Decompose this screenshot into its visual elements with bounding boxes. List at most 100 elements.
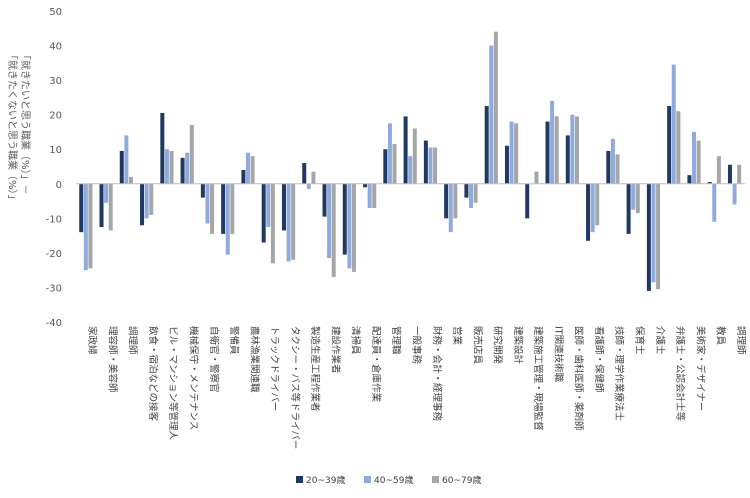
bar-2-17 xyxy=(408,156,413,184)
bar-3-13 xyxy=(331,183,336,278)
bar-2-16 xyxy=(387,123,392,184)
y-tick-label: -40 xyxy=(46,318,62,329)
y-tick-label: 0 xyxy=(56,180,62,191)
bar-3-15 xyxy=(372,183,377,208)
bar-3-32 xyxy=(716,156,721,184)
bar-2-14 xyxy=(347,183,352,269)
bar-2-21 xyxy=(489,45,494,184)
x-category-label: 保育士 xyxy=(634,326,646,355)
x-category-label: 自衛官・警察官 xyxy=(208,326,220,393)
bar-1-6 xyxy=(180,157,185,184)
x-category-label: 介護士 xyxy=(654,326,666,355)
bar-1-19 xyxy=(444,183,449,219)
y-tick-label: 30 xyxy=(49,76,62,87)
bar-1-18 xyxy=(423,140,428,184)
bar-2-3 xyxy=(124,135,129,184)
bar-2-13 xyxy=(327,183,332,259)
bar-2-24 xyxy=(550,100,555,184)
bar-1-7 xyxy=(200,183,205,198)
bar-2-6 xyxy=(185,152,190,184)
bar-2-18 xyxy=(428,147,433,184)
bar-2-1 xyxy=(83,183,88,271)
x-category-label: 弁護士・公認会計士等 xyxy=(674,326,686,422)
legend-swatch-3 xyxy=(432,476,439,483)
legend-label-1: 20~39歳 xyxy=(306,474,345,486)
bars xyxy=(79,31,742,291)
bar-2-33 xyxy=(732,183,737,205)
bar-2-26 xyxy=(590,183,595,233)
bar-2-9 xyxy=(246,152,251,184)
bar-2-8 xyxy=(225,183,230,255)
bar-3-4 xyxy=(149,183,154,215)
bar-3-24 xyxy=(554,116,559,184)
bar-1-31 xyxy=(687,175,692,184)
x-category-label: 製造生産工程作業者 xyxy=(309,326,321,412)
x-category-label: 建設作業者 xyxy=(329,326,341,374)
bar-1-23 xyxy=(525,183,530,219)
bar-2-22 xyxy=(509,121,514,184)
bar-1-12 xyxy=(302,163,307,184)
x-category-label: 飲食・宿泊などの接客 xyxy=(147,326,159,422)
x-category-label: 機械保守・メンテナンス xyxy=(188,326,200,430)
bar-1-14 xyxy=(342,183,347,255)
bar-1-11 xyxy=(281,183,286,231)
bar-2-29 xyxy=(651,183,656,283)
bar-3-31 xyxy=(696,140,701,184)
bar-1-24 xyxy=(545,121,550,184)
bar-2-27 xyxy=(610,138,615,184)
x-category-label: 看護師・保健師 xyxy=(593,326,605,393)
bar-1-4 xyxy=(140,183,145,226)
x-category-label: 農林漁業関連職 xyxy=(248,326,260,393)
bar-2-25 xyxy=(570,114,575,184)
legend-label-2: 40~59歳 xyxy=(374,474,413,486)
x-category-label: 技師・理学作業療法士 xyxy=(613,326,625,422)
bar-2-31 xyxy=(692,131,697,184)
bar-1-26 xyxy=(586,183,591,241)
bar-1-17 xyxy=(403,116,408,184)
x-category-label: 建築施工管理・現場監督 xyxy=(532,326,544,431)
bar-1-21 xyxy=(484,106,489,184)
y-tick-label: 20 xyxy=(49,111,62,122)
y-tick-label: -30 xyxy=(46,283,62,294)
y-axis-title-line-2: 「就きたくないと思う職業（%）」 xyxy=(6,50,19,205)
x-category-label: 研究開発 xyxy=(492,326,504,365)
bar-3-16 xyxy=(392,144,397,184)
bar-3-1 xyxy=(88,183,93,269)
bar-1-27 xyxy=(606,150,611,184)
bar-3-28 xyxy=(635,183,640,214)
bar-3-14 xyxy=(351,183,356,272)
y-axis-ticks: 50 40 30 20 10 0 -10 -20 -30 -40 xyxy=(46,7,62,329)
x-category-label: 理容師・美容師 xyxy=(106,326,118,393)
bar-3-33 xyxy=(737,164,742,184)
legend-swatch-2 xyxy=(364,476,371,483)
bar-3-20 xyxy=(473,183,478,203)
x-category-label: 財務・会計・経理事務 xyxy=(431,326,443,422)
bar-2-15 xyxy=(367,183,372,208)
bar-3-3 xyxy=(128,176,133,184)
x-category-label: 医師・歯科医師・薬剤師 xyxy=(573,326,585,431)
bar-1-5 xyxy=(160,112,165,184)
bar-1-15 xyxy=(363,183,368,188)
bar-1-10 xyxy=(261,183,266,243)
x-category-label: 建築設計 xyxy=(512,326,524,365)
bar-3-26 xyxy=(595,183,600,226)
bar-1-20 xyxy=(464,183,469,198)
bar-3-27 xyxy=(615,154,620,184)
bar-3-11 xyxy=(291,183,296,260)
legend: 20~39歳 40~59歳 60~79歳 xyxy=(296,474,481,486)
x-category-label: 教員 xyxy=(715,326,727,346)
bar-2-2 xyxy=(104,183,109,203)
x-category-label: 調理師 xyxy=(735,326,747,355)
x-axis-categories: 家政婦 理容師・美容師 調理師 飲食・宿泊などの接客 ビル・マンション等管理人 機械保守・… xyxy=(86,326,747,449)
bar-3-8 xyxy=(230,183,235,234)
x-category-label: 営業 xyxy=(451,326,463,346)
bar-2-12 xyxy=(306,183,311,189)
y-axis-title-line-1: 「就きたいと思う職業（%）」－ xyxy=(19,50,32,195)
bar-3-25 xyxy=(574,116,579,184)
x-category-label: IT関連技術職 xyxy=(552,326,564,383)
x-category-label: 配達員・倉庫作業 xyxy=(370,326,382,403)
y-tick-label: -10 xyxy=(46,214,62,225)
bar-3-9 xyxy=(250,156,255,184)
bar-1-13 xyxy=(322,183,327,217)
